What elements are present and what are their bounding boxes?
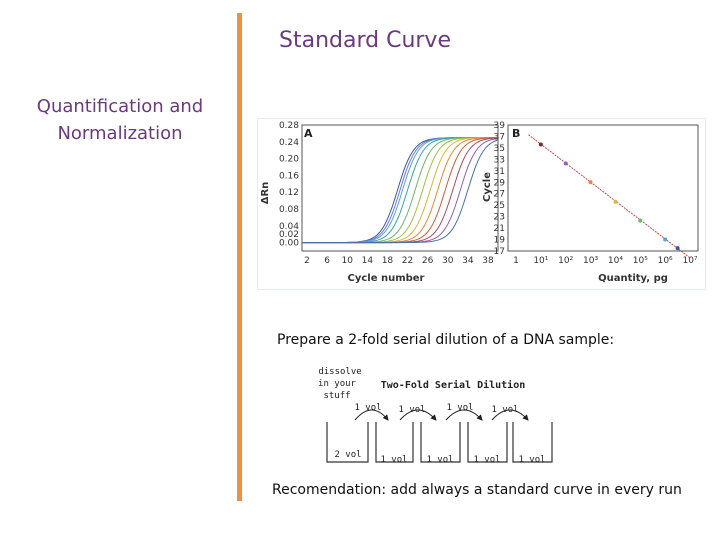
standard-curve-x-tick-2: 10² xyxy=(558,256,573,266)
section-title: Quantification and Normalization xyxy=(20,93,220,147)
amplification-x-axis-label: Cycle number xyxy=(347,273,424,284)
amplification-x-tick-9: 38 xyxy=(482,256,494,266)
dilution-note-line-2: in your xyxy=(318,379,357,389)
amplification-x-tick-6: 26 xyxy=(422,256,434,266)
section-title-line-2: Normalization xyxy=(57,123,183,144)
standard-curve-x-tick-1: 10¹ xyxy=(533,256,548,266)
recommendation-text: Recomendation: add always a standard cur… xyxy=(272,482,682,498)
standard-curve-plot-frame xyxy=(507,124,699,252)
vertical-divider xyxy=(237,13,242,501)
standard-curve-fit-line xyxy=(528,134,691,259)
standard-curve-y-tick-9: 35 xyxy=(494,144,505,154)
standard-curve-point-6 xyxy=(675,246,680,251)
standard-curve-x-tick-4: 10⁴ xyxy=(608,256,623,266)
dilution-tube-2 xyxy=(375,422,414,463)
standard-curve-panel-label: B xyxy=(512,127,520,140)
dilution-tube-1 xyxy=(326,422,369,463)
standard-curve-y-tick-8: 33 xyxy=(494,155,505,165)
amplification-y-tick-2: 0.04 xyxy=(279,222,299,232)
standard-curve-point-0 xyxy=(538,142,543,147)
amplification-y-tick-3: 0.08 xyxy=(279,205,299,215)
standard-curve-y-tick-4: 25 xyxy=(494,201,505,211)
transfer-arrow-4 xyxy=(491,409,529,421)
standard-curve-point-4 xyxy=(638,218,643,223)
amplification-x-tick-1: 6 xyxy=(324,256,330,266)
serial-dilution-svg: dissolve in your stuff Two-Fold Serial D… xyxy=(318,367,553,465)
standard-curve-point-1 xyxy=(563,161,568,166)
standard-curve-y-axis-label: Cycle xyxy=(482,172,493,202)
amplification-y-axis-label: ΔRn xyxy=(260,182,271,205)
standard-curve-points xyxy=(538,142,680,251)
amplification-x-tick-3: 14 xyxy=(362,256,374,266)
slide-title: Standard Curve xyxy=(279,28,451,53)
tube-5-volume: 1 vol xyxy=(518,455,545,465)
standard-curve-y-tick-3: 23 xyxy=(494,213,505,223)
amplification-y-tick-7: 0.24 xyxy=(279,138,299,148)
amplification-x-tick-5: 22 xyxy=(402,256,413,266)
amplification-y-tick-5: 0.16 xyxy=(279,171,299,181)
dilution-note-line-3: stuff xyxy=(323,391,350,401)
amplification-y-ticks: 0.000.020.04 0.08 0.12 0.16 0.20 0.24 0.28 xyxy=(279,121,299,249)
standard-curve-x-tick-6: 10⁶ xyxy=(658,256,673,266)
standard-curve-point-2 xyxy=(588,180,593,185)
transfer-label-1: 1 vol xyxy=(354,403,381,413)
dilution-tube-5 xyxy=(512,422,553,463)
section-title-line-1: Quantification and xyxy=(36,96,204,117)
amplification-y-tick-8: 0.28 xyxy=(279,121,299,131)
standard-curve-y-tick-2: 21 xyxy=(494,224,505,234)
standard-curve-x-tick-0: 1 xyxy=(513,256,519,266)
dilution-tube-4 xyxy=(467,422,508,463)
standard-curve-point-5 xyxy=(663,237,668,242)
standard-curve-y-tick-5: 27 xyxy=(494,190,505,200)
amplification-y-tick-0: 0.00 xyxy=(279,239,299,249)
transfer-label-4: 1 vol xyxy=(491,405,518,415)
amplification-x-tick-2: 10 xyxy=(342,256,354,266)
standard-curve-y-tick-6: 29 xyxy=(494,178,506,188)
amplification-x-tick-7: 30 xyxy=(442,256,454,266)
transfer-label-2: 1 vol xyxy=(398,405,425,415)
standard-curve-point-3 xyxy=(613,199,618,204)
serial-dilution-diagram: dissolve in your stuff Two-Fold Serial D… xyxy=(300,362,580,474)
amplification-y-tick-1: 0.02 xyxy=(279,230,299,240)
transfer-label-3: 1 vol xyxy=(446,403,473,413)
transfer-arrow-2 xyxy=(399,409,437,421)
dilution-note-line-1: dissolve xyxy=(318,367,361,377)
standard-curve-x-ticks: 1 10¹ 10² 10³ 10⁴ 10⁵ 10⁶ 10⁷ xyxy=(513,256,698,266)
amplification-curve-11 xyxy=(302,139,499,244)
standard-curve-y-tick-7: 31 xyxy=(494,167,505,177)
amplification-panel-label: A xyxy=(304,127,313,140)
amplification-y-tick-6: 0.20 xyxy=(279,155,299,165)
amplification-x-tick-4: 18 xyxy=(382,256,394,266)
dilution-tube-3 xyxy=(420,422,461,463)
amplification-x-tick-0: 2 xyxy=(304,256,310,266)
tube-1-volume: 2 vol xyxy=(334,450,361,460)
standard-curve-x-axis-label: Quantity, pg xyxy=(598,273,668,284)
standard-curve-x-tick-7: 10⁷ xyxy=(682,256,697,266)
tube-3-volume: 1 vol xyxy=(426,455,453,465)
standard-curve-y-tick-0: 17 xyxy=(494,247,505,257)
dilution-diagram-title: Two-Fold Serial Dilution xyxy=(381,379,526,391)
standard-curve-x-tick-3: 10³ xyxy=(583,256,598,266)
transfer-arrow-1 xyxy=(354,409,389,421)
amplification-x-ticks: 2 6 10 14 18 22 26 30 34 38 xyxy=(304,256,494,266)
standard-curve-y-tick-1: 19 xyxy=(494,236,506,246)
tube-4-volume: 1 vol xyxy=(473,455,500,465)
standard-curve-x-tick-5: 10⁵ xyxy=(633,256,648,266)
standard-curve-y-tick-10: 37 xyxy=(494,132,505,142)
dilution-instruction: Prepare a 2-fold serial dilution of a DN… xyxy=(277,332,615,348)
standard-curve-y-tick-11: 39 xyxy=(494,121,506,131)
tube-2-volume: 1 vol xyxy=(380,455,407,465)
transfer-arrow-3 xyxy=(445,409,483,421)
amplification-x-tick-8: 34 xyxy=(462,256,474,266)
amplification-curves xyxy=(302,137,499,244)
standard-curve-fit xyxy=(528,134,691,259)
amplification-y-tick-4: 0.12 xyxy=(279,188,299,198)
